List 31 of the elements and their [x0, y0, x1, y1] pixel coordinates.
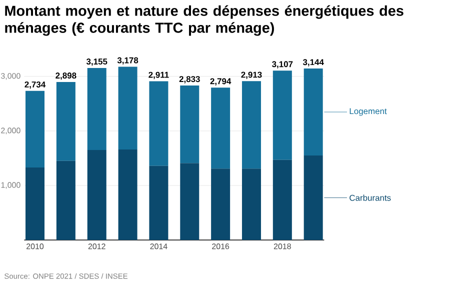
bar [149, 81, 168, 166]
bar [242, 168, 261, 240]
total-label: 3,144 [302, 59, 324, 66]
bar [180, 86, 200, 164]
total-label: 2,833 [179, 76, 200, 84]
total-label: 2,913 [241, 72, 262, 79]
bar [118, 149, 138, 240]
bar [180, 163, 200, 240]
total-label: 2,734 [24, 82, 46, 89]
total-label: 3,178 [117, 57, 138, 65]
bar [211, 88, 230, 169]
bar [211, 168, 230, 240]
total-label: 3,107 [272, 61, 293, 68]
bar [118, 66, 138, 150]
bar [56, 160, 76, 240]
total-label: 2,911 [148, 72, 169, 80]
total-label: 2,898 [56, 72, 76, 80]
bar [26, 167, 44, 240]
legend-label: Logement [350, 108, 387, 116]
bar [242, 81, 261, 169]
bar [87, 68, 106, 150]
legend-label: Carburants [350, 194, 391, 201]
bar [149, 166, 168, 240]
bar [26, 90, 44, 168]
bar [272, 70, 292, 160]
bar [56, 82, 76, 161]
chart-title: Montant moyen et nature des dépenses énergétiques des ménages (€ courants TTC par ménage) [5, 5, 404, 36]
bar [272, 160, 292, 240]
total-label: 3,155 [86, 58, 108, 66]
total-label: 2,794 [210, 78, 232, 86]
bar [87, 150, 106, 240]
